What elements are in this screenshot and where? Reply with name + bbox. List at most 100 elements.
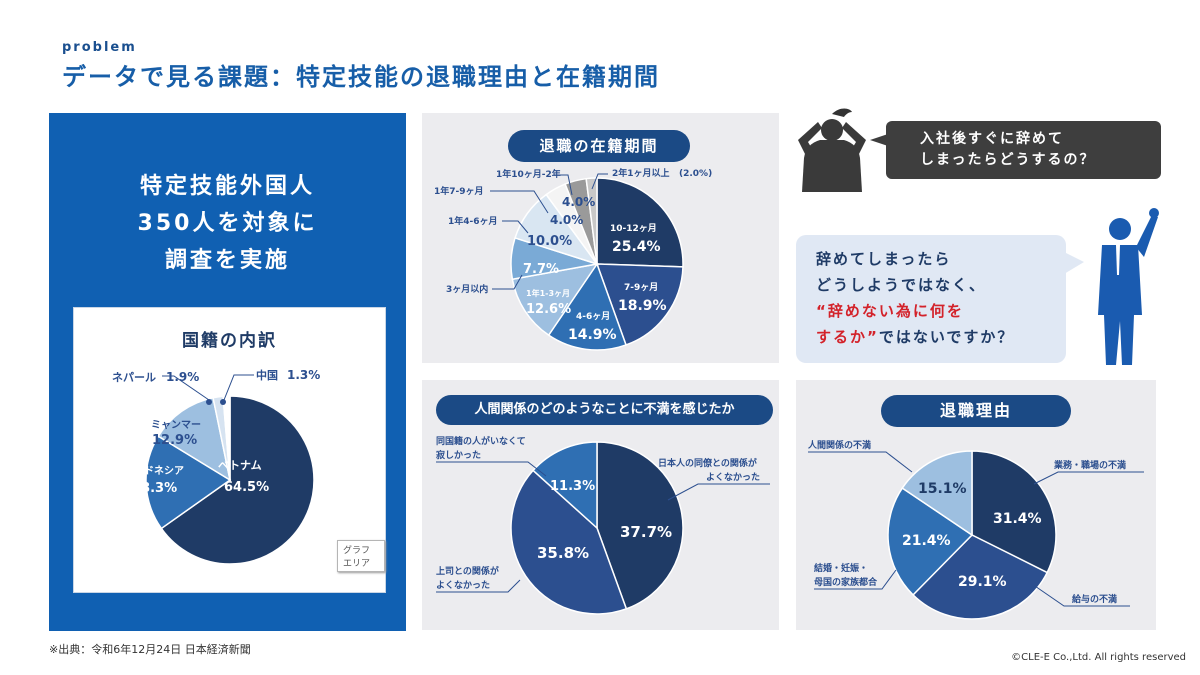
confident-man-icon [1098, 208, 1159, 365]
source-note: ※出典：令和6年12月24日 日本経済新聞 [49, 643, 251, 656]
nationality-value-china: 1.3% [287, 368, 320, 382]
tenure-leader-3m [492, 274, 523, 290]
nationality-slice-1 [145, 435, 232, 530]
relationships-panel: 人間関係のどのようなことに不満を感じたか 37.7% 35.8% 11.3% 日… [422, 380, 779, 630]
nationality-value-nepal: 1.9% [166, 370, 199, 384]
relationships-value-colleague: 37.7% [620, 523, 672, 541]
tenure-slice-1 [595, 263, 684, 346]
reasons-label-family-2: 母国の家族都合 [814, 576, 878, 588]
tenure-label-1y7-9: 1年7-9ヶ月 [434, 185, 484, 197]
reasons-chart: 31.4% 29.1% 21.4% 15.1% 業務・職場の不満 給与の不満 結… [807, 439, 1144, 620]
tenure-value-1y4-6: 10.0% [527, 234, 572, 249]
worry-speech-bubble: 入社後すぐに辞めて しまったらどうするの？ [886, 121, 1161, 179]
tenure-label-4-6: 4-6ヶ月 [576, 311, 610, 322]
nationality-leader-nepal [162, 375, 210, 401]
nationality-marker-nepal [206, 399, 212, 405]
reasons-value-salary: 29.1% [958, 574, 1007, 590]
nationality-value-vietnam: 64.5% [224, 480, 269, 495]
relationships-slice-0 [596, 441, 684, 610]
reasons-slice-2 [887, 487, 974, 596]
tenure-label-3m: 3ヶ月以内 [446, 283, 488, 295]
reasons-value-work: 31.4% [993, 511, 1042, 527]
reasons-value-family: 21.4% [902, 533, 951, 549]
nationality-slice-4 [222, 395, 231, 481]
nationality-value-indonesia: 18.3% [132, 481, 177, 496]
relationships-label-boss-1: 上司との関係が [436, 565, 500, 577]
tenure-slice-3 [511, 262, 599, 337]
tenure-value-3m: 7.7% [523, 262, 559, 277]
tenure-value-1y1-3: 12.6% [526, 302, 571, 317]
tenure-chart: 10-12ヶ月 25.4% 7-9ヶ月 18.9% 4-6ヶ月 14.9% 1年… [434, 167, 712, 351]
copyright: ©CLE-E Co.,Ltd. All rights reserved [1011, 652, 1186, 663]
relationships-label-lonely-2: 寂しかった [436, 449, 481, 461]
reasons-slice-1 [912, 534, 1049, 620]
tenure-value-1y10-2y: 4.0% [562, 195, 595, 209]
relationships-value-boss: 35.8% [537, 544, 589, 562]
tenure-value-2y1plus: (2.0%) [679, 169, 712, 179]
tenure-label-7-9: 7-9ヶ月 [624, 282, 658, 293]
tenure-slice-2 [547, 262, 627, 351]
nationality-label-vietnam: ベトナム [218, 459, 262, 472]
relationships-value-lonely: 11.3% [550, 479, 595, 494]
nationality-card: 国籍の内訳 ベトナム 64.5% インドネシア 18.3% ミャンマー 12.9… [73, 307, 386, 593]
relationships-label-boss-2: よくなかった [436, 580, 490, 591]
worry-line-2: しまったらどうするの？ [920, 152, 1096, 168]
page-title: データで見る課題：特定技能の退職理由と在籍期間 [62, 63, 660, 91]
worried-person-icon [798, 108, 866, 192]
reasons-value-relations: 15.1% [918, 481, 967, 497]
nationality-value-myanmar: 12.9% [152, 433, 197, 448]
relationships-chart: 37.7% 35.8% 11.3% 日本人の同僚との関係が よくなかった 上司と… [436, 435, 770, 615]
reasons-panel: 退職理由 31.4% 29.1% 21.4% 15.1% 業務・職場の不満 給与… [796, 380, 1156, 630]
nationality-chart: ベトナム 64.5% インドネシア 18.3% ミャンマー 12.9% ネパール… [112, 368, 320, 565]
relationships-leader-boss [436, 579, 521, 593]
relationships-label-colleague-1: 日本人の同僚との関係が [658, 457, 758, 469]
survey-panel: 特定技能外国人 350人を対象に 調査を実施 国籍の内訳 ベトナム 64.5% … [49, 113, 406, 631]
answer-line-4-emphasis: するか” [816, 328, 879, 346]
relationships-title: 人間関係のどのようなことに不満を感じたか [436, 395, 773, 425]
reasons-title: 退職理由 [881, 395, 1071, 427]
nationality-marker-china [220, 399, 226, 405]
tenure-label-10-12: 10-12ヶ月 [610, 223, 657, 234]
tenure-value-1y7-9: 4.0% [550, 213, 583, 227]
tenure-slice-0 [596, 177, 684, 268]
reasons-label-work: 業務・職場の不満 [1053, 459, 1126, 471]
reasons-label-relations: 人間関係の不満 [807, 439, 871, 451]
relationships-slice-2 [532, 441, 598, 530]
reasons-leader-salary [1031, 583, 1130, 607]
reasons-leader-relations [808, 451, 913, 473]
answer-line-3: “辞めない為に何を [816, 302, 964, 320]
tenure-leader-1y10-2y [554, 174, 573, 196]
reasons-leader-work [1033, 471, 1144, 485]
tenure-label-2y1plus: 2年1ヶ月以上 [612, 167, 670, 179]
reasons-slice-3 [901, 450, 973, 537]
nationality-slice-2 [157, 396, 232, 482]
tenure-leader-1y4-6 [502, 220, 529, 234]
section-kicker: problem [62, 40, 137, 55]
tenure-label-1y4-6: 1年4-6ヶ月 [448, 215, 498, 227]
survey-line-3: 調査を実施 [164, 248, 290, 273]
reasons-slice-0 [971, 450, 1057, 574]
relationships-leader-colleague [667, 483, 770, 501]
answer-bubble-tail [1064, 252, 1084, 274]
nationality-label-china: 中国 [256, 368, 278, 382]
reasons-label-family-1: 結婚・妊娠・ [814, 562, 868, 574]
tenure-leader-2y1plus [591, 173, 608, 190]
tenure-panel: 退職の在籍期間 10-12ヶ月 25.4% 7-9ヶ月 18.9% 4-6ヶ月 … [422, 113, 779, 363]
nationality-label-nepal: ネパール [112, 371, 156, 384]
tenure-slice-8 [585, 177, 598, 265]
survey-line-2: 350人を対象に [137, 211, 318, 236]
tenure-value-7-9: 18.9% [618, 298, 667, 314]
reasons-leader-family [814, 569, 897, 590]
answer-speech-bubble: 辞めてしまったら どうしようではなく、 “辞めない為に何を するか”ではないです… [796, 235, 1066, 363]
survey-heading: 特定技能外国人 350人を対象に 調査を実施 [49, 168, 406, 279]
relationships-label-colleague-2: よくなかった [706, 472, 760, 483]
answer-line-2: どうしようではなく、 [816, 276, 987, 294]
nationality-label-myanmar: ミャンマー [151, 419, 201, 431]
tenure-value-10-12: 25.4% [612, 239, 661, 255]
nationality-leader-china [223, 374, 254, 401]
worry-line-1: 入社後すぐに辞めて [920, 131, 1064, 147]
nationality-title: 国籍の内訳 [182, 331, 277, 351]
relationships-leader-lonely [436, 461, 547, 477]
tenure-leader-1y7-9 [490, 190, 549, 214]
tenure-title: 退職の在籍期間 [508, 130, 690, 162]
